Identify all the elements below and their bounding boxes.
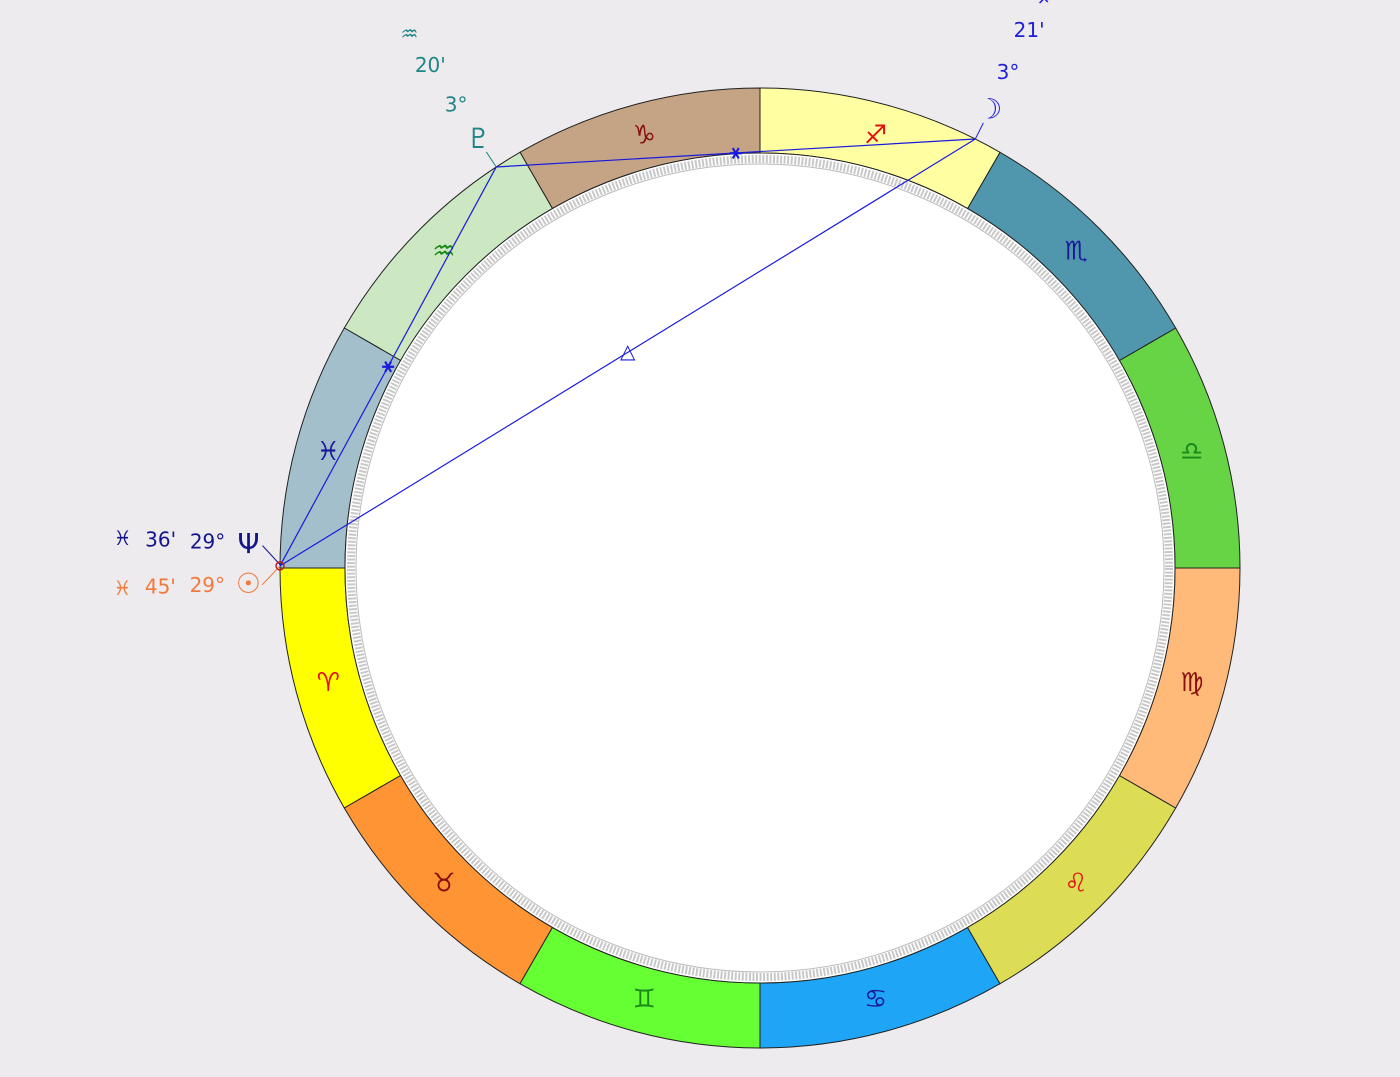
inner-edge [355,163,1165,973]
aspect-symbol: ⚹ [382,353,394,377]
planet-sign: ♓ [113,576,131,600]
aspect-line [279,138,976,567]
planet-sign: ♐ [1037,0,1055,8]
sign-glyph: ♈ [317,668,340,698]
aspect-line [279,166,497,567]
sign-glyph: ♎ [1180,437,1203,467]
planet-connector [974,122,984,140]
planet-sign: ♓ [114,526,132,550]
sign-glyph: ♉ [432,869,455,899]
planet-minutes: 36' [145,528,176,552]
planet-minutes: 20' [415,53,446,77]
sign-glyph: ♑ [633,121,656,151]
planet-minutes: 45' [145,575,176,599]
aspect-symbol: ⚹ [730,139,742,163]
planet-connector [485,151,497,168]
sign-glyph: ♊ [633,984,656,1014]
sign-glyph: ♒ [432,236,455,266]
aspect-line [496,138,976,168]
sign-glyph: ♓ [317,437,340,467]
planet-glyph: ☉ [236,567,261,600]
degree-ticks [347,155,1173,981]
planet-glyph: ♇ [466,122,491,155]
planet-minutes: 21' [1014,18,1045,42]
sign-glyph: ♏ [1064,236,1087,266]
sign-glyph: ♋ [864,984,887,1014]
planet-glyph: Ψ [237,527,259,560]
planet-degrees: 29° [190,573,225,597]
planet-degrees: 3° [445,92,468,116]
planet-sign: ♒ [400,21,418,45]
planet-glyph: ☽ [977,92,1002,125]
sign-glyph: ♌ [1064,869,1087,899]
planet-degrees: 29° [190,530,225,554]
sun-marker [275,561,285,571]
sign-glyph: ♐ [864,121,887,151]
planet-degrees: 3° [997,60,1020,84]
sign-glyph: ♍ [1180,668,1203,698]
planet-connector [262,545,281,565]
aspect-symbol: △ [620,339,636,363]
